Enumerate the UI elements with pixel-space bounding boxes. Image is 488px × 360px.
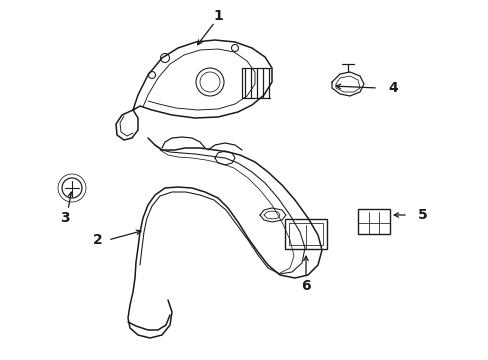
Text: 1: 1 [213,9,223,23]
Bar [285,219,326,249]
Bar [288,223,323,245]
Text: 6: 6 [301,279,310,293]
Bar [357,209,389,234]
Text: 4: 4 [387,81,397,95]
Text: 5: 5 [417,208,427,222]
Text: 3: 3 [60,211,70,225]
Text: 2: 2 [93,233,102,247]
